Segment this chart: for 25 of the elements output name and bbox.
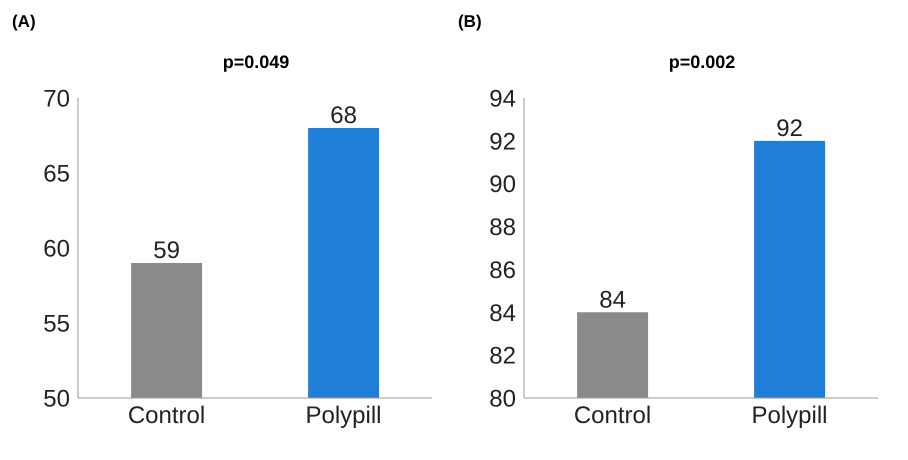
y-tick-label: 70 [43, 86, 70, 113]
text: (A) [12, 12, 36, 32]
y-tick-label: 94 [489, 86, 516, 113]
y-tick-label: 55 [43, 310, 70, 338]
chart-title: p=0.002 [668, 52, 736, 73]
text: (B) [458, 12, 482, 32]
y-tick-label: 82 [489, 342, 516, 370]
y-tick-label: 90 [489, 171, 516, 198]
y-tick-label: 65 [43, 160, 70, 188]
y-tick-label: 80 [489, 386, 516, 413]
chart-title: p=0.049 [222, 52, 290, 73]
y-tick-label: 92 [489, 128, 516, 156]
y-tick-label: 50 [43, 386, 70, 413]
y-tick-label: 88 [489, 214, 516, 242]
x-tick-label: Control [574, 402, 652, 430]
x-tick-label: Control [128, 402, 206, 430]
y-tick-label: 60 [43, 236, 70, 263]
x-tick-label: Polypill [751, 402, 828, 430]
y-tick-label: 84 [489, 300, 516, 327]
data-label: 84 [599, 286, 626, 314]
data-label: 92 [776, 114, 803, 142]
data-label: 68 [330, 102, 357, 129]
data-label: 59 [153, 237, 180, 264]
y-tick-label: 86 [489, 256, 516, 284]
x-tick-label: Polypill [305, 402, 382, 430]
